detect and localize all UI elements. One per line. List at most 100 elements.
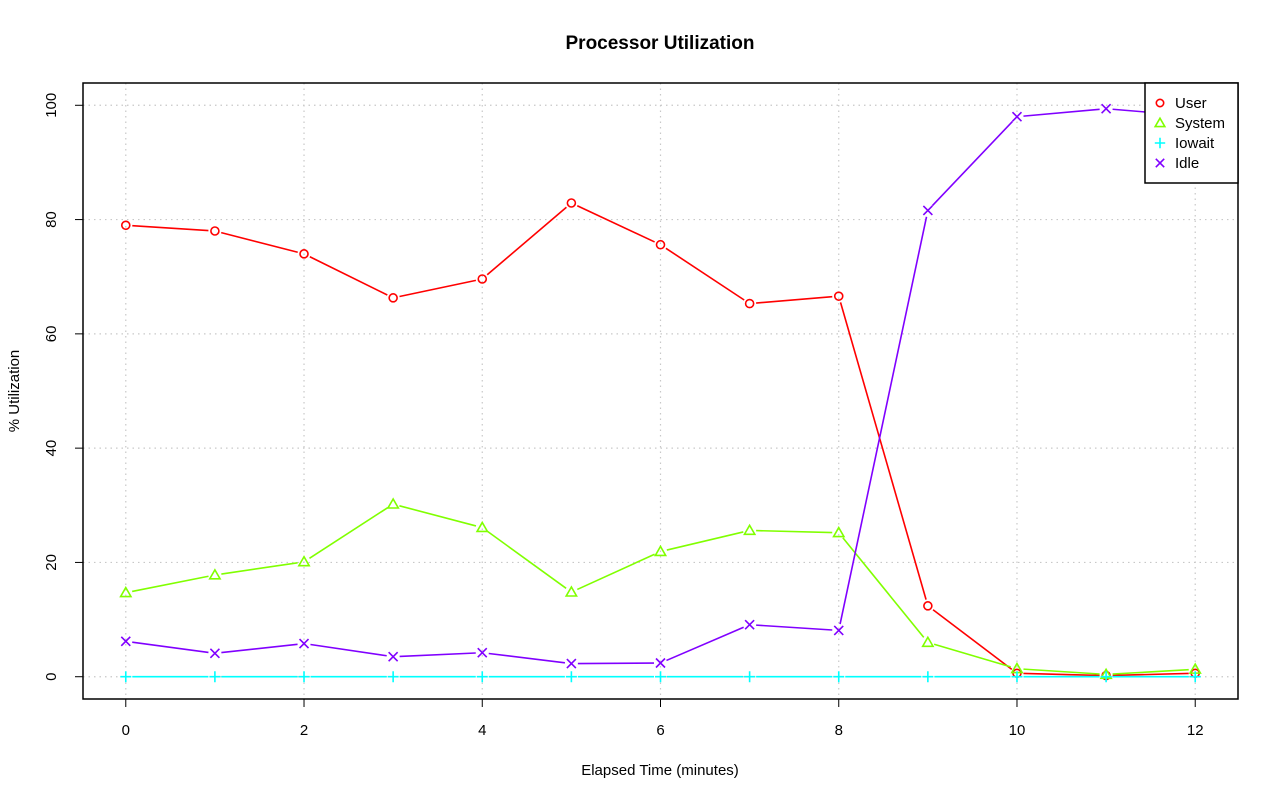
data-point [565,671,577,683]
data-point [566,198,577,208]
data-point [832,525,846,538]
data-point [476,671,488,683]
data-point [386,497,400,509]
data-point [1155,158,1165,168]
data-point [477,647,488,658]
series-line-segment [576,553,655,591]
axes: 0 2 4 6 8 10 12 0 20 40 60 80 100 [43,93,1204,739]
series-system [119,497,1202,680]
series-line-segment [756,529,833,534]
series-line-segment [665,247,745,301]
y-tick-label: 0 [43,673,60,681]
data-point [475,520,489,533]
data-point [564,585,578,597]
series-line-segment [487,530,567,589]
series-line-segment [132,224,209,232]
grid [83,83,1238,699]
series-line-segment [309,507,389,559]
data-point [298,638,310,649]
series-line-segment [933,643,1011,668]
series-line-segment [1023,108,1100,117]
data-point [744,298,755,309]
data-point [120,636,131,647]
series-line-segment [839,302,927,600]
series-line-segment [399,652,476,658]
data-point [1101,103,1112,114]
legend-entry: Idle [1155,155,1199,172]
data-point [653,544,668,557]
y-tick-label: 100 [43,93,60,118]
data-point [833,291,844,301]
data-point [297,555,311,567]
data-point [1011,111,1023,122]
x-tick-label: 0 [122,722,130,739]
series-line-segment [488,652,566,664]
x-tick-label: 4 [478,722,486,739]
x-tick-label: 2 [300,722,308,739]
data-point [833,625,844,636]
data-point [210,226,220,236]
series-line-segment [221,643,298,654]
y-axis-label: % Utilization [6,350,23,433]
data-point [1011,671,1023,683]
data-point [655,671,666,683]
series-line-segment [931,120,1014,207]
data-point [1155,98,1165,108]
legend-label: User [1175,95,1207,112]
series-line-segment [839,216,928,625]
series-line-segment [399,279,477,298]
data-point [1154,137,1166,149]
series-line-segment [756,295,833,304]
data-point [1189,671,1201,683]
data-point [209,671,221,683]
x-axis-label: Elapsed Time (minutes) [581,762,739,779]
data-point [655,657,666,669]
legend-entry: User [1155,95,1207,112]
series-line-segment [576,205,655,243]
data-point [833,671,845,683]
data-point [923,601,933,611]
series-line-segment [1112,672,1189,677]
series-line-segment [486,206,567,276]
series-user [120,198,1201,681]
series-line-segment [932,609,1013,671]
x-tick-label: 8 [835,722,843,739]
data-point [477,274,488,284]
data-point [388,293,398,303]
data-point [208,568,222,580]
data-point [566,658,577,669]
series-line-segment [1023,668,1100,675]
series-line-segment [399,505,477,527]
data-point [1153,116,1167,128]
data-point [388,651,399,662]
series-line-segment [131,575,209,593]
y-tick-label: 60 [43,326,60,343]
chart-title: Processor Utilization [566,33,755,54]
data-point [299,249,309,259]
x-tick-label: 6 [656,722,664,739]
series-line-segment [220,231,298,254]
series-line-segment [221,562,298,575]
series-line-segment [1112,668,1189,675]
series-line-segment [842,537,925,638]
data-point [743,523,757,536]
data-point [744,619,755,630]
legend-label: Iowait [1175,135,1215,152]
y-tick-label: 20 [43,554,60,571]
y-tick-label: 40 [43,440,60,457]
legend-label: Idle [1175,155,1199,172]
legend-entry: System [1153,115,1225,132]
data-point [1100,671,1112,683]
series-line-segment [1023,672,1100,677]
data-point [120,671,132,683]
series-iowait [120,671,1201,683]
data-point [922,205,933,216]
data-point [119,585,133,598]
data-point [921,635,935,648]
data-point [922,671,934,683]
legend-entry: Iowait [1154,135,1215,152]
x-tick-label: 12 [1187,722,1204,739]
legend-label: System [1175,115,1225,132]
series-line-segment [756,624,833,631]
